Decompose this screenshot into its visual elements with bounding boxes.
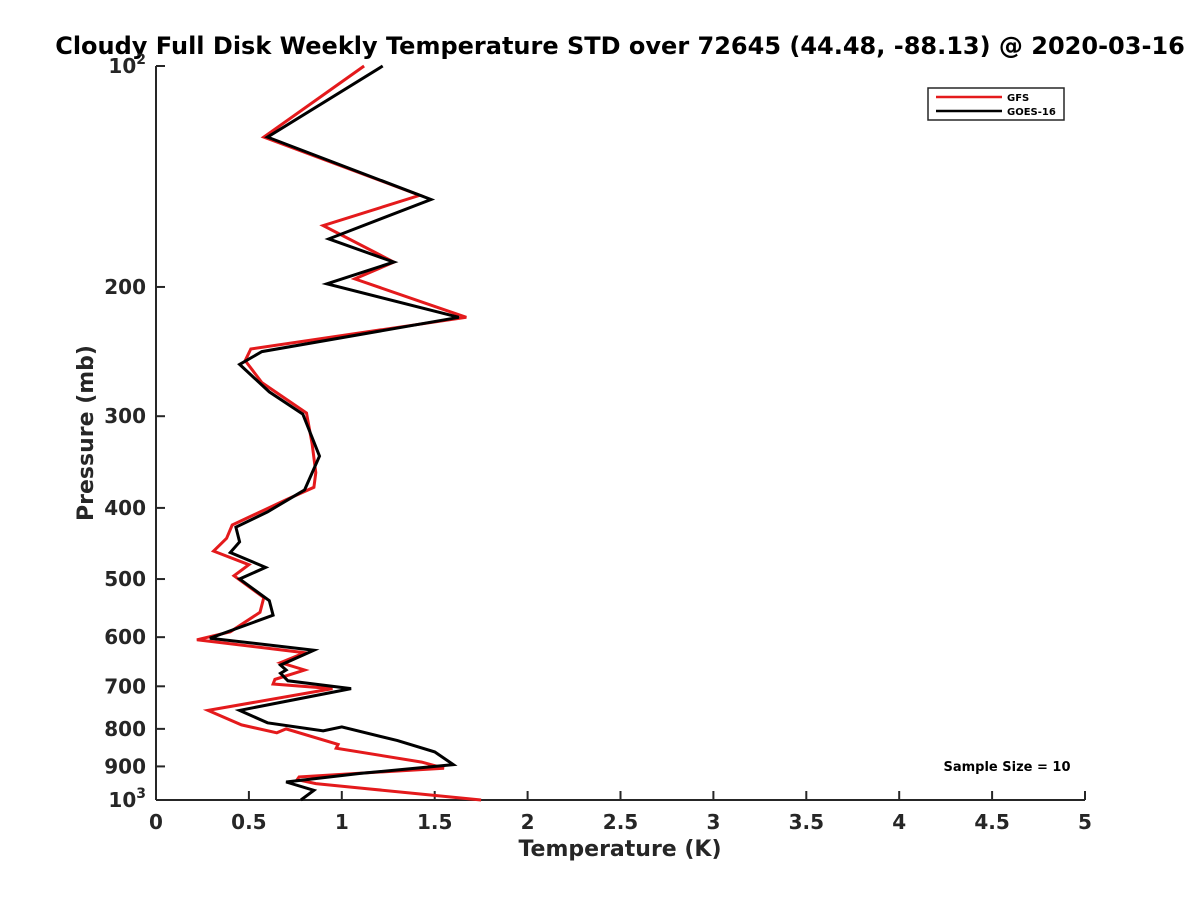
- y-tick-label: 200: [104, 275, 146, 299]
- chart-title: Cloudy Full Disk Weekly Temperature STD …: [55, 32, 1185, 60]
- y-axis-ticks: 102 200 300 400 500 600 700 800 900 103: [104, 52, 165, 812]
- legend-label-goes-16: GOES-16: [1007, 107, 1056, 118]
- y-tick-label: 600: [104, 625, 146, 649]
- y-axis-label: Pressure (mb): [74, 345, 99, 521]
- y-tick-label: 400: [104, 496, 146, 520]
- series-line-goes-16: [209, 64, 460, 802]
- x-tick-label: 1.5: [417, 810, 452, 834]
- y-tick-label: 900: [104, 754, 146, 778]
- x-tick-label: 2.5: [603, 810, 638, 834]
- series-line-gfs: [196, 64, 482, 802]
- x-tick-label: 4.5: [974, 810, 1009, 834]
- x-tick-label: 3: [706, 810, 720, 834]
- x-tick-label: 0.5: [231, 810, 266, 834]
- axes: [155, 66, 1085, 801]
- x-axis-ticks: 0 0.5 1 1.5 2 2.5 3 3.5 4 4.5 5: [149, 791, 1092, 834]
- x-tick-label: 5: [1078, 810, 1092, 834]
- y-tick-label: 300: [104, 404, 146, 428]
- y-tick-label: 102: [108, 52, 146, 78]
- y-tick-label: 103: [108, 786, 146, 812]
- x-tick-label: 3.5: [789, 810, 824, 834]
- y-tick-label: 500: [104, 567, 146, 591]
- x-tick-label: 2: [521, 810, 535, 834]
- legend-label-gfs: GFS: [1007, 93, 1029, 104]
- sample-size-annotation: Sample Size = 10: [943, 760, 1070, 775]
- legend-box: [927, 87, 1065, 121]
- y-tick-label: 800: [104, 717, 146, 741]
- legend: GFS GOES-16: [927, 87, 1065, 121]
- x-tick-label: 0: [149, 810, 163, 834]
- x-axis-label: Temperature (K): [518, 837, 721, 862]
- x-tick-label: 4: [892, 810, 906, 834]
- x-tick-label: 1: [335, 810, 349, 834]
- plot-series: [196, 64, 482, 802]
- y-tick-label: 700: [104, 674, 146, 698]
